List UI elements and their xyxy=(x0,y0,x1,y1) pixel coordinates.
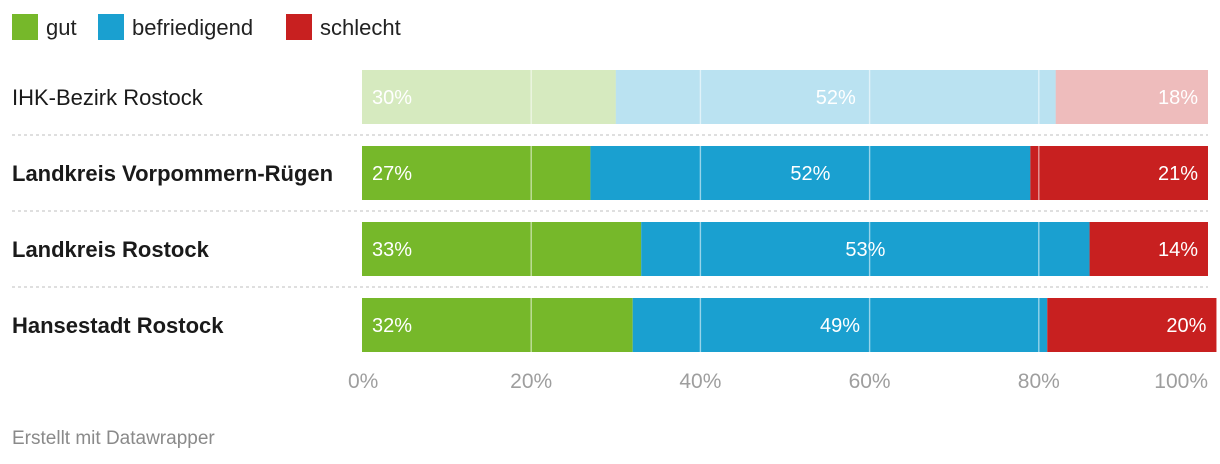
value-label-gut-hansestadt-rostock: 32% xyxy=(372,315,412,337)
bar-befriedigend-landkreis-rostock xyxy=(641,222,1090,276)
legend-item-befriedigend: befriedigend xyxy=(98,14,253,40)
bar-schlecht-landkreis-vorpommern-rugen xyxy=(1030,146,1208,200)
row-hansestadt-rostock: Hansestadt Rostock xyxy=(12,286,1217,352)
bar-schlecht-hansestadt-rostock xyxy=(1047,298,1217,352)
x-tick-label-0: 0% xyxy=(348,370,378,393)
x-axis-ticks: 0% 20% 40% 60% 80% 100% xyxy=(348,370,1208,393)
value-label-schlecht-hansestadt-rostock: 20% xyxy=(1166,315,1206,337)
bar-befriedigend-landkreis-vorpommern-rugen xyxy=(590,146,1031,200)
segment-labels: 30% 52% 18% 27% 52% 21% 33% 53% 14% 32% 49% 20% xyxy=(372,87,1207,337)
legend: gut befriedigend schlecht xyxy=(12,14,401,40)
value-label-schlecht-landkreis-rostock: 14% xyxy=(1158,239,1198,261)
legend-label-gut: gut xyxy=(46,15,77,40)
row-landkreis-vorpommern-rugen: Landkreis Vorpommern-Rügen xyxy=(12,134,1208,200)
bar-gut-ihk-bezirk-rostock xyxy=(362,70,616,124)
value-label-befriedigend-landkreis-vorpommern-rugen: 52% xyxy=(790,163,830,185)
x-tick-label-40: 40% xyxy=(679,370,721,393)
value-label-schlecht-ihk-bezirk-rostock: 18% xyxy=(1158,87,1198,109)
legend-swatch-schlecht xyxy=(286,14,312,40)
x-tick-label-20: 20% xyxy=(510,370,552,393)
row-label-landkreis-rostock: Landkreis Rostock xyxy=(12,237,210,262)
value-label-schlecht-landkreis-vorpommern-rugen: 21% xyxy=(1158,163,1198,185)
value-label-befriedigend-hansestadt-rostock: 49% xyxy=(820,315,860,337)
value-label-befriedigend-landkreis-rostock: 53% xyxy=(845,239,885,261)
bar-schlecht-ihk-bezirk-rostock xyxy=(1055,70,1208,124)
value-label-befriedigend-ihk-bezirk-rostock: 52% xyxy=(816,87,856,109)
legend-swatch-gut xyxy=(12,14,38,40)
row-label-landkreis-vorpommern-rugen: Landkreis Vorpommern-Rügen xyxy=(12,161,333,186)
legend-swatch-befriedigend xyxy=(98,14,124,40)
row-label-ihk-bezirk-rostock: IHK-Bezirk Rostock xyxy=(12,85,204,110)
row-label-hansestadt-rostock: Hansestadt Rostock xyxy=(12,313,224,338)
bar-gut-landkreis-vorpommern-rugen xyxy=(362,146,591,200)
footer-credit: Erstellt mit Datawrapper xyxy=(12,428,215,449)
bar-schlecht-landkreis-rostock xyxy=(1089,222,1208,276)
legend-label-befriedigend: befriedigend xyxy=(132,15,253,40)
value-label-gut-landkreis-vorpommern-rugen: 27% xyxy=(372,163,412,185)
value-label-gut-landkreis-rostock: 33% xyxy=(372,239,412,261)
legend-item-gut: gut xyxy=(12,14,77,40)
row-ihk-bezirk-rostock: IHK-Bezirk Rostock xyxy=(12,70,1208,124)
legend-label-schlecht: schlecht xyxy=(320,15,401,40)
stacked-bar-chart: gut befriedigend schlecht IHK-Bezirk Rosto… xyxy=(12,14,1217,393)
x-tick-label-100: 100% xyxy=(1154,370,1208,393)
bar-gut-landkreis-rostock xyxy=(362,222,642,276)
value-label-gut-ihk-bezirk-rostock: 30% xyxy=(372,87,412,109)
row-landkreis-rostock: Landkreis Rostock xyxy=(12,210,1208,276)
x-tick-label-80: 80% xyxy=(1018,370,1060,393)
bar-befriedigend-hansestadt-rostock xyxy=(632,298,1048,352)
chart-rows: IHK-Bezirk Rostock Landkreis Vorpommern-R… xyxy=(12,70,1217,352)
legend-item-schlecht: schlecht xyxy=(286,14,401,40)
gridlines xyxy=(530,70,1040,352)
x-tick-label-60: 60% xyxy=(849,370,891,393)
bar-befriedigend-ihk-bezirk-rostock xyxy=(615,70,1056,124)
bar-gut-hansestadt-rostock xyxy=(362,298,633,352)
